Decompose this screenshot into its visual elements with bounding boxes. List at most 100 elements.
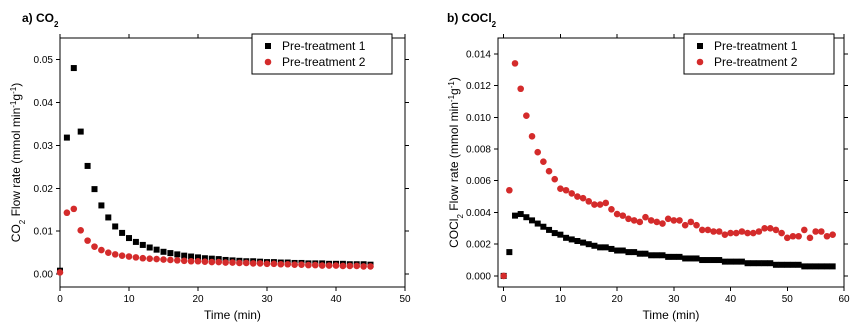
x-tick-label: 30	[668, 294, 680, 305]
data-point-square	[132, 238, 139, 245]
data-point-circle	[625, 215, 632, 223]
data-point-square	[812, 263, 819, 270]
data-point-square	[119, 229, 126, 236]
x-tick-label: 60	[838, 294, 850, 305]
data-point-square	[563, 234, 570, 241]
x-tick-label: 50	[782, 294, 794, 305]
data-point-square	[795, 261, 802, 268]
legend-label: Pre-treatment 1	[282, 39, 366, 53]
x-tick-label: 30	[261, 294, 273, 305]
data-point-circle	[77, 227, 84, 234]
plot-frame	[59, 37, 406, 288]
data-point-circle	[585, 198, 593, 205]
data-point-circle	[727, 229, 734, 237]
legend-marker-square	[697, 43, 703, 49]
data-point-square	[602, 244, 609, 251]
data-point-circle	[613, 210, 621, 218]
data-point-circle	[91, 243, 98, 250]
data-point-circle	[236, 259, 243, 267]
x-tick-label: 10	[123, 294, 135, 305]
legend-label: Pre-treatment 2	[714, 55, 798, 69]
data-point-circle	[676, 217, 683, 224]
data-point-circle	[243, 259, 250, 267]
series-2	[56, 205, 374, 276]
data-point-circle	[367, 263, 374, 270]
data-point-circle	[291, 261, 298, 268]
data-point-circle	[795, 232, 802, 240]
legend-marker-circle	[264, 58, 272, 66]
data-point-circle	[721, 231, 729, 238]
x-tick-label: 40	[330, 294, 342, 305]
chart-panel-b: b) COCl2 0 10 20 30 40 50 60 0.000 0.002 0.004 0.00…	[447, 11, 850, 322]
legend: Pre-treatment 1 Pre-treatment 2	[251, 33, 393, 75]
data-point-circle	[738, 228, 746, 235]
data-point-square	[710, 257, 717, 264]
data-point-circle	[574, 193, 581, 200]
data-point-circle	[596, 201, 604, 208]
data-point-circle	[194, 257, 202, 265]
data-point-square	[167, 250, 174, 257]
data-point-circle	[681, 221, 689, 229]
data-point-circle	[591, 201, 598, 208]
data-point-circle	[270, 260, 278, 268]
y-tick-label: 0.02	[34, 184, 54, 195]
legend-label: Pre-treatment 2	[282, 55, 366, 69]
data-point-square	[585, 241, 592, 248]
data-point-circle	[647, 217, 655, 224]
data-point-square	[653, 252, 660, 259]
data-point-square	[77, 128, 84, 135]
series-1	[57, 65, 374, 274]
data-point-circle	[653, 218, 661, 226]
data-point-circle	[167, 256, 174, 264]
data-point-square	[716, 257, 723, 264]
y-tick-label: 0.03	[34, 141, 54, 152]
data-point-circle	[229, 259, 236, 266]
data-point-square	[105, 214, 112, 221]
data-point-circle	[636, 218, 644, 226]
data-point-circle	[800, 226, 808, 234]
data-point-square	[523, 214, 530, 221]
data-point-circle	[812, 228, 819, 235]
data-point-square	[682, 255, 689, 262]
data-point-square	[568, 236, 575, 243]
data-point-circle	[540, 158, 547, 166]
data-point-circle	[608, 205, 615, 213]
series-2	[500, 60, 836, 280]
data-point-circle	[132, 254, 140, 261]
data-point-square	[153, 246, 160, 253]
data-point-square	[755, 260, 762, 267]
y-tick-label: 0.004	[466, 208, 491, 219]
y-tick-label: 0.04	[34, 98, 54, 109]
data-point-circle	[534, 148, 542, 156]
y-tick-label: 0.008	[466, 145, 491, 156]
data-point-square	[174, 251, 181, 258]
data-point-circle	[305, 261, 312, 269]
y-tick-label: 0.000	[466, 271, 491, 282]
data-point-circle	[642, 213, 649, 221]
data-point-circle	[693, 221, 700, 229]
chart-panel-a: a) CO2 0 10 20 30 40 50 0.00 0.01 0.02 0.03 0.04 0.0…	[9, 11, 411, 322]
data-point-circle	[772, 226, 780, 234]
data-point-square	[201, 255, 208, 262]
x-tick-label: 0	[501, 294, 507, 305]
data-point-square	[529, 217, 536, 224]
data-point-circle	[312, 261, 319, 269]
data-point-circle	[180, 257, 188, 265]
data-point-circle	[146, 255, 153, 262]
data-point-circle	[256, 260, 264, 267]
data-point-circle	[339, 262, 347, 270]
data-point-square	[619, 247, 626, 254]
data-point-circle	[766, 225, 774, 232]
data-point-square	[512, 212, 519, 219]
data-point-square	[208, 255, 215, 262]
data-point-square	[139, 241, 146, 248]
data-point-square	[676, 253, 683, 260]
y-tick-label: 0.010	[466, 113, 491, 124]
data-point-square	[195, 254, 201, 261]
panel-title: b) COCl2	[447, 11, 497, 29]
data-point-circle	[528, 133, 536, 140]
data-point-circle	[500, 272, 507, 280]
data-point-circle	[823, 232, 831, 240]
y-tick-label: 0.05	[34, 55, 54, 66]
data-point-square	[625, 249, 632, 256]
